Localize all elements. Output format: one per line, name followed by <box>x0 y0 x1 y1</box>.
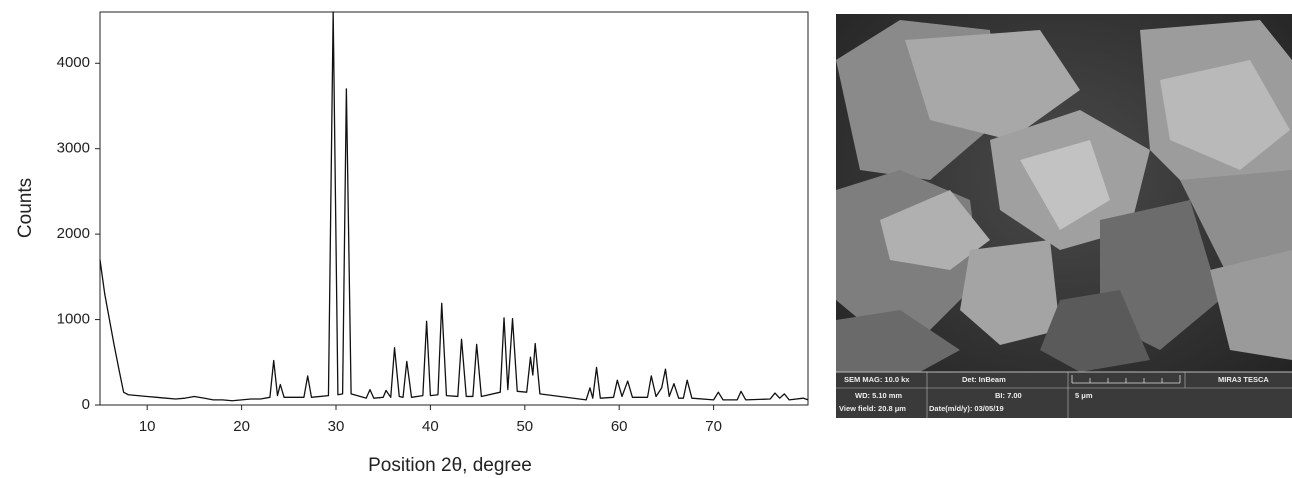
info-text: SEM MAG: 10.0 kx <box>844 375 910 384</box>
info-text: View field: 20.8 μm <box>839 404 906 413</box>
sem-image: SEM MAG: 10.0 kx Det: InBeam MIRA3 TESCA… <box>836 14 1292 418</box>
x-tick-label: 70 <box>705 418 722 435</box>
x-axis-label: Position 2θ, degree <box>368 455 532 476</box>
y-tick-label: 2000 <box>57 225 90 242</box>
x-tick-label: 50 <box>516 418 533 435</box>
x-tick-label: 20 <box>233 418 250 435</box>
x-tick-label: 10 <box>139 418 156 435</box>
info-text: Det: InBeam <box>962 375 1006 384</box>
y-axis-label: Counts <box>15 178 36 238</box>
info-text: 5 μm <box>1075 391 1093 400</box>
y-tick-label: 3000 <box>57 140 90 157</box>
info-text: WD: 5.10 mm <box>855 391 902 400</box>
x-tick-label: 60 <box>611 418 628 435</box>
xrd-line <box>99 11 809 402</box>
y-tick-label: 1000 <box>57 311 90 328</box>
info-text: BI: 7.00 <box>995 391 1022 400</box>
info-text: Date(m/d/y): 03/05/19 <box>929 404 1004 413</box>
x-tick-label: 40 <box>422 418 439 435</box>
x-tick-label: 30 <box>328 418 345 435</box>
plot-frame <box>99 11 809 406</box>
y-tick-label: 4000 <box>57 54 90 71</box>
y-tick-label: 0 <box>82 396 90 413</box>
info-text: MIRA3 TESCA <box>1218 375 1269 384</box>
